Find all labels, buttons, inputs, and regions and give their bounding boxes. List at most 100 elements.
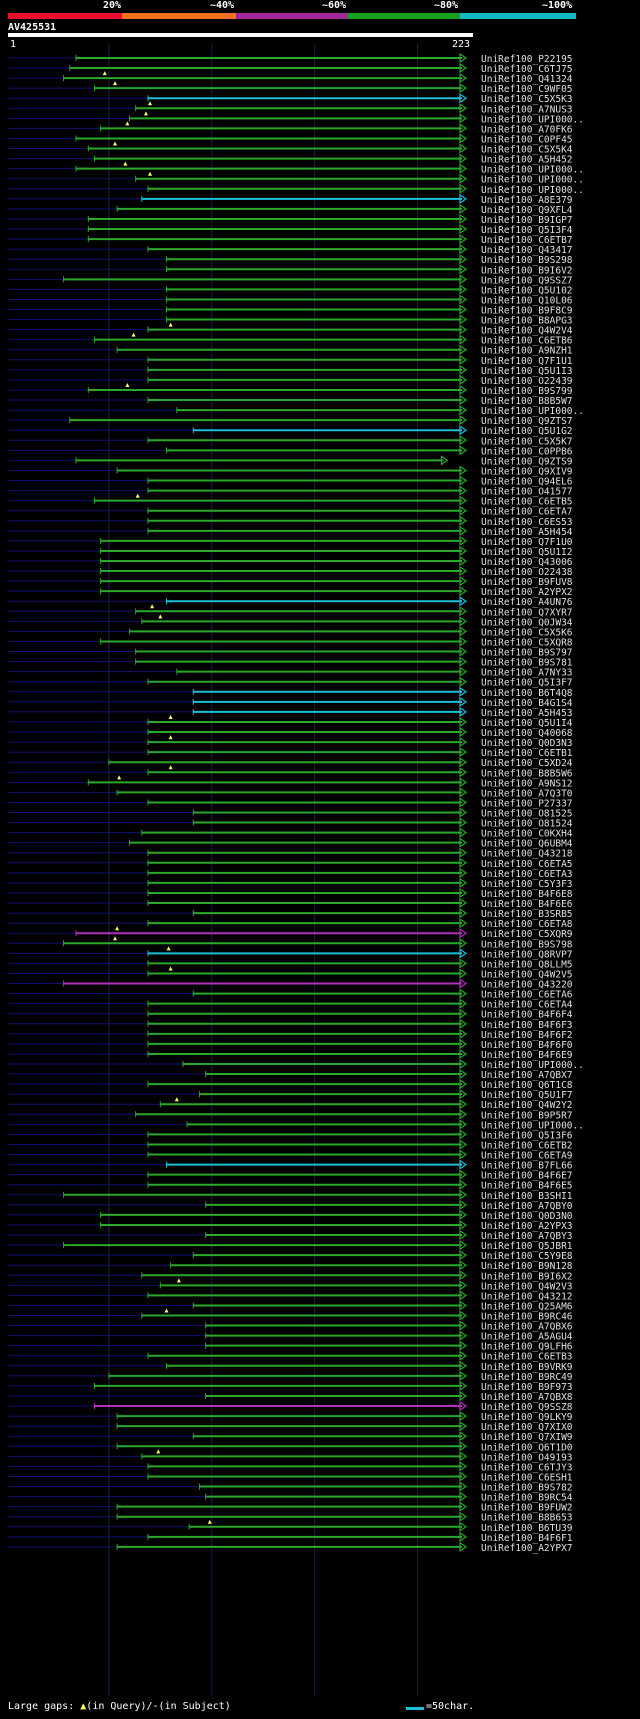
hit-row[interactable]: UniRef100_Q7F1U0: [8, 535, 573, 548]
hit-row[interactable]: UniRef100_B9FUW2: [8, 1501, 573, 1514]
hit-row[interactable]: UniRef100_B9S782: [8, 1481, 573, 1494]
hit-label[interactable]: UniRef100_Q5U102: [481, 285, 573, 296]
hit-label[interactable]: UniRef100_Q9ZTS9: [481, 456, 573, 467]
hit-label[interactable]: UniRef100_B9S298: [481, 255, 573, 266]
hit-label[interactable]: UniRef100_Q10L06: [481, 295, 573, 306]
hit-row[interactable]: UniRef100_B9N128: [8, 1260, 573, 1272]
hit-row[interactable]: UniRef100_Q6T1C8: [8, 1078, 573, 1091]
hit-row[interactable]: UniRef100_B4F6E5: [8, 1179, 573, 1192]
hit-label[interactable]: UniRef100_C6ETA3: [481, 869, 573, 880]
hit-label[interactable]: UniRef100_Q5U1I3: [481, 366, 573, 377]
hit-label[interactable]: UniRef100_A7QBY3: [481, 1231, 573, 1242]
hit-row[interactable]: UniRef100_C6ES53: [8, 515, 573, 528]
hit-label[interactable]: UniRef100_B8B5W7: [481, 396, 573, 407]
hit-label[interactable]: UniRef100_A7QBX7: [481, 1070, 573, 1081]
hit-row[interactable]: UniRef100_B9S798: [8, 936, 573, 950]
hit-label[interactable]: UniRef100_Q43006: [481, 557, 573, 568]
hit-label[interactable]: UniRef100_Q40068: [481, 728, 573, 739]
hit-label[interactable]: UniRef100_Q4W2V4: [481, 326, 573, 337]
hit-label[interactable]: UniRef100_C6ESH1: [481, 1472, 573, 1483]
hit-row[interactable]: UniRef100_A9NS12: [8, 775, 573, 789]
hit-row[interactable]: UniRef100_A5H454: [8, 525, 573, 538]
hit-label[interactable]: UniRef100_C0PPB6: [481, 446, 573, 457]
hit-row[interactable]: UniRef100_Q9XFL4: [8, 203, 573, 216]
hit-label[interactable]: UniRef100_Q94EL6: [481, 477, 573, 488]
hit-row[interactable]: UniRef100_B4F6E7: [8, 1169, 573, 1182]
hit-label[interactable]: UniRef100_Q9ZTS7: [481, 416, 573, 427]
hit-row[interactable]: UniRef100_B9RC54: [8, 1491, 573, 1504]
hit-row[interactable]: UniRef100_Q7XYR7: [8, 604, 573, 618]
hit-label[interactable]: UniRef100_B9P5R7: [481, 1110, 573, 1121]
hit-label[interactable]: UniRef100_B4F6E7: [481, 1171, 573, 1182]
hit-label[interactable]: UniRef100_B7FL66: [481, 1161, 573, 1172]
hit-label[interactable]: UniRef100_C6ETB7: [481, 235, 573, 246]
hit-label[interactable]: UniRef100_O81524: [481, 819, 573, 830]
hit-row[interactable]: UniRef100_C6ETA3: [8, 867, 573, 880]
hit-label[interactable]: UniRef100_B6T4Q8: [481, 688, 573, 699]
hit-label[interactable]: UniRef100_A7QBX8: [481, 1392, 573, 1403]
hit-label[interactable]: UniRef100_B9S798: [481, 939, 573, 950]
hit-row[interactable]: UniRef100_C5XQR9: [8, 926, 573, 940]
hit-label[interactable]: UniRef100_A5H454: [481, 527, 573, 538]
hit-label[interactable]: UniRef100_Q9SSZ8: [481, 1402, 573, 1413]
hit-row[interactable]: UniRef100_O22439: [8, 374, 573, 387]
hit-row[interactable]: UniRef100_Q5I3F7: [8, 676, 573, 689]
hit-label[interactable]: UniRef100_UPI000..: [481, 175, 584, 186]
hit-label[interactable]: UniRef100_C5X5K7: [481, 436, 573, 447]
hit-label[interactable]: UniRef100_Q6T1D0: [481, 1442, 573, 1453]
hit-label[interactable]: UniRef100_A5AGU4: [481, 1332, 573, 1343]
hit-label[interactable]: UniRef100_B4F6E5: [481, 1181, 573, 1192]
hit-label[interactable]: UniRef100_Q9LFH6: [481, 1342, 573, 1353]
hit-row[interactable]: UniRef100_Q5U102: [8, 284, 573, 296]
hit-label[interactable]: UniRef100_C6ETA9: [481, 1151, 573, 1162]
hit-label[interactable]: UniRef100_A2YPX2: [481, 587, 573, 598]
hit-row[interactable]: UniRef100_B3SHI1: [8, 1189, 573, 1202]
hit-label[interactable]: UniRef100_C6TJY3: [481, 1462, 573, 1473]
hit-label[interactable]: UniRef100_B3SHI1: [481, 1191, 573, 1202]
hit-row[interactable]: UniRef100_Q4W2Y2: [8, 1097, 573, 1111]
hit-row[interactable]: UniRef100_B9S298: [8, 254, 573, 266]
hit-label[interactable]: UniRef100_A70FK6: [481, 124, 573, 135]
hit-row[interactable]: UniRef100_Q5JBR1: [8, 1239, 573, 1252]
hit-label[interactable]: UniRef100_B9VRK9: [481, 1362, 573, 1373]
hit-row[interactable]: UniRef100_Q7XIX0: [8, 1421, 573, 1433]
hit-row[interactable]: UniRef100_B4F6F2: [8, 1028, 573, 1041]
hit-label[interactable]: UniRef100_A7Q3T0: [481, 788, 573, 799]
hit-row[interactable]: UniRef100_Q9SSZ7: [8, 274, 573, 286]
hit-label[interactable]: UniRef100_B9RC49: [481, 1372, 573, 1383]
hit-label[interactable]: UniRef100_B9RC54: [481, 1493, 573, 1504]
hit-row[interactable]: UniRef100_B9FUV8: [8, 575, 573, 588]
hit-row[interactable]: UniRef100_Q25AM6: [8, 1300, 573, 1312]
hit-label[interactable]: UniRef100_Q5I3F7: [481, 678, 573, 689]
hit-row[interactable]: UniRef100_C5X5K3: [8, 93, 573, 105]
hit-row[interactable]: UniRef100_B9I6V2: [8, 264, 573, 276]
hit-label[interactable]: UniRef100_B4F6E8: [481, 889, 573, 900]
hit-label[interactable]: UniRef100_B4F6F4: [481, 1010, 573, 1021]
hit-label[interactable]: UniRef100_Q9XFL4: [481, 205, 573, 216]
hit-label[interactable]: UniRef100_C6ETB3: [481, 1352, 573, 1363]
hit-row[interactable]: UniRef100_A7QBX8: [8, 1390, 573, 1403]
hit-label[interactable]: UniRef100_C5Y9E8: [481, 1251, 573, 1262]
hit-label[interactable]: UniRef100_C5X5K6: [481, 627, 573, 638]
hit-label[interactable]: UniRef100_B9S781: [481, 658, 573, 669]
hit-label[interactable]: UniRef100_B4F6E6: [481, 899, 573, 910]
hit-label[interactable]: UniRef100_UPI000..: [481, 114, 584, 125]
hit-row[interactable]: UniRef100_Q5U1G2: [8, 425, 573, 437]
hit-row[interactable]: UniRef100_C6ETA7: [8, 505, 573, 518]
hit-row[interactable]: UniRef100_C6ETB1: [8, 747, 573, 759]
hit-label[interactable]: UniRef100_C5X5K3: [481, 94, 573, 105]
hit-row[interactable]: UniRef100_Q43212: [8, 1290, 573, 1302]
hit-row[interactable]: UniRef100_C6ETB5: [8, 493, 573, 508]
hit-row[interactable]: UniRef100_A7NY33: [8, 666, 573, 679]
hit-label[interactable]: UniRef100_Q0D3N3: [481, 738, 573, 749]
hit-row[interactable]: UniRef100_C5XQR8: [8, 636, 573, 648]
hit-row[interactable]: UniRef100_Q41324: [8, 71, 573, 85]
hit-row[interactable]: UniRef100_O41577: [8, 485, 573, 498]
hit-row[interactable]: UniRef100_Q8RVP7: [8, 946, 573, 960]
hit-label[interactable]: UniRef100_A5H452: [481, 155, 573, 166]
hit-label[interactable]: UniRef100_Q4W2V5: [481, 969, 573, 980]
hit-row[interactable]: UniRef100_O49193: [8, 1449, 573, 1463]
hit-row[interactable]: UniRef100_C0PPB6: [8, 445, 573, 457]
hit-label[interactable]: UniRef100_O49193: [481, 1452, 573, 1463]
hit-row[interactable]: UniRef100_B4F6F3: [8, 1018, 573, 1031]
